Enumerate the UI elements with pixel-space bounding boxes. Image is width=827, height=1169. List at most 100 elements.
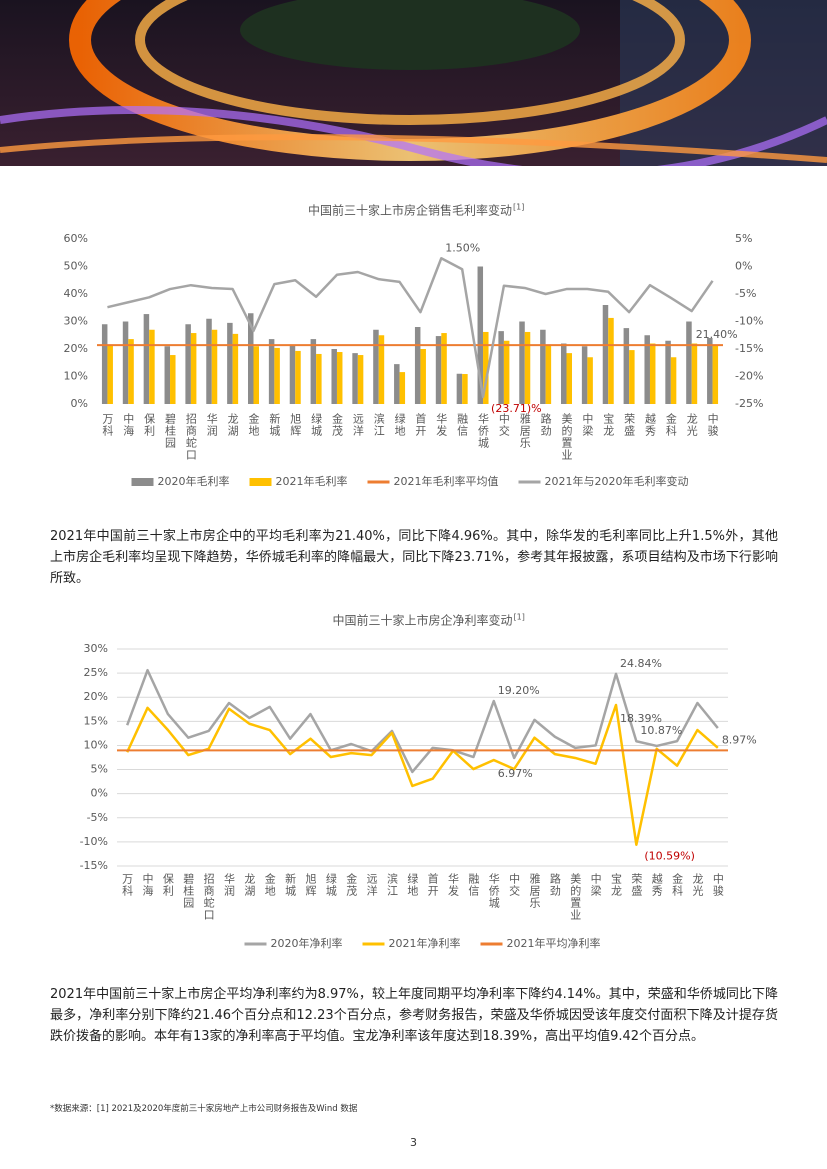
y2-tick-label: 5% — [735, 232, 752, 245]
bar — [665, 340, 671, 404]
bar — [378, 335, 385, 404]
x-tick-label: 金地 — [247, 412, 260, 437]
legend-label: 2021年与2020年毛利率变动 — [545, 474, 689, 488]
bar — [232, 333, 239, 404]
data-label: 10.87% — [640, 724, 682, 737]
x-tick-label: 龙光 — [685, 413, 698, 437]
x-tick-label: 绿地 — [406, 872, 419, 897]
bar — [629, 350, 635, 404]
footnote: *数据来源：[1] 2021及2020年度前三十家房地产上市公司财务报告及Win… — [50, 1104, 358, 1114]
x-tick-label: 新城 — [268, 412, 281, 437]
legend-label: 2020年净利率 — [271, 936, 343, 950]
bar — [524, 331, 531, 404]
x-tick-label: 中梁 — [581, 413, 594, 437]
bar — [248, 313, 254, 404]
bar — [253, 346, 259, 404]
y-tick-label: 20% — [84, 690, 108, 703]
x-tick-label: 宝龙 — [602, 412, 615, 437]
x-tick-label: 龙湖 — [243, 873, 256, 897]
legend-label: 2020年毛利率 — [158, 474, 230, 488]
x-tick-label: 保利 — [161, 872, 174, 897]
chart-title: 中国前三十家上市房企净利率变动 — [332, 613, 512, 628]
x-tick-label: 路劲 — [548, 873, 561, 897]
y-tick-label: -10% — [80, 835, 108, 848]
x-tick-label: 旭辉 — [289, 412, 302, 437]
bar — [649, 343, 656, 404]
bar — [227, 322, 233, 404]
x-tick-label: 华发 — [447, 872, 460, 897]
data-label: (23.71)% — [491, 402, 542, 415]
y-tick-label: 60% — [64, 232, 88, 245]
bar — [566, 353, 572, 404]
bar — [414, 327, 421, 404]
bar — [295, 350, 301, 404]
legend: 2020年毛利率 2021年毛利率 2021年毛利率平均值 2021年与2020年毛利… — [131, 474, 689, 488]
x-tick-label: 融信 — [467, 873, 480, 897]
charts: 中国前三十家上市房企销售毛利率变动 [1]0%10%20%30%40%50%60%… — [64, 203, 764, 951]
bar — [540, 329, 546, 404]
x-tick-label: 金茂 — [345, 872, 358, 897]
x-tick-label: 远洋 — [365, 873, 378, 897]
x-tick-label: 龙光 — [691, 873, 704, 897]
title-note: [1] — [514, 613, 525, 622]
x-tick-label: 万科 — [121, 873, 134, 897]
y-tick-label: 20% — [64, 342, 88, 355]
bar — [441, 333, 447, 404]
data-label: 6.97% — [498, 767, 533, 780]
bar — [477, 266, 484, 404]
paragraph: 2021年中国前三十家上市房企中的平均毛利率为21.40%，同比下降4.96%。… — [50, 529, 778, 586]
bar — [206, 318, 212, 404]
bar — [545, 344, 552, 404]
x-tick-label: 中梁 — [589, 873, 602, 897]
x-tick-label: 越秀 — [643, 412, 656, 437]
x-tick-label: 美的置业 — [560, 413, 573, 461]
bar — [707, 338, 713, 404]
x-tick-label: 碧桂园 — [164, 413, 177, 449]
x-tick-label: 荣盛 — [623, 413, 636, 437]
paragraph: 2021年中国前三十家上市房企平均净利率约为8.97%，较上年度同期平均净利率下… — [50, 987, 778, 1044]
x-tick-label: 金茂 — [330, 412, 343, 437]
x-tick-label: 美的置业 — [569, 873, 582, 921]
x-tick-label: 中海 — [141, 873, 154, 897]
y2-tick-label: -20% — [735, 370, 763, 383]
bar — [190, 333, 197, 404]
legend-swatch — [131, 478, 154, 486]
data-label: 19.20% — [498, 684, 540, 697]
page-number: 3 — [410, 1136, 417, 1149]
x-tick-label: 绿地 — [393, 412, 406, 437]
legend-label: 2021年平均净利率 — [507, 936, 601, 950]
bar — [143, 314, 150, 404]
x-tick-label: 融信 — [456, 413, 469, 437]
line — [126, 668, 719, 774]
bar — [712, 344, 719, 404]
bar — [316, 353, 322, 404]
y-tick-label: 5% — [91, 763, 108, 776]
y-tick-label: -5% — [87, 811, 108, 824]
x-tick-label: 越秀 — [650, 872, 663, 897]
bar — [164, 346, 171, 404]
y-tick-label: 30% — [84, 642, 108, 655]
x-tick-label: 路劲 — [539, 413, 552, 437]
bar — [336, 352, 343, 404]
x-tick-label: 碧桂园 — [182, 873, 195, 909]
y2-tick-label: -25% — [735, 397, 763, 410]
y2-tick-label: 0% — [735, 260, 752, 273]
bar — [602, 305, 609, 404]
y-tick-label: 25% — [84, 666, 108, 679]
x-tick-label: 旭辉 — [304, 872, 317, 897]
y2-tick-label: -5% — [735, 287, 756, 300]
x-tick-label: 华侨城 — [477, 412, 490, 449]
y-tick-label: 30% — [64, 315, 88, 328]
x-tick-label: 龙湖 — [226, 413, 239, 437]
y-tick-label: 0% — [91, 787, 108, 800]
x-tick-label: 滨江 — [385, 872, 398, 897]
x-tick-label: 招商蛇口 — [184, 412, 197, 461]
y2-tick-label: -10% — [735, 315, 763, 328]
legend: 2020年净利率 2021年净利率 2021年平均净利率 — [244, 936, 601, 950]
legend-label: 2021年毛利率 — [276, 474, 348, 488]
bar — [644, 335, 650, 404]
bar — [608, 317, 614, 404]
bar — [268, 339, 275, 404]
bar — [274, 347, 280, 404]
